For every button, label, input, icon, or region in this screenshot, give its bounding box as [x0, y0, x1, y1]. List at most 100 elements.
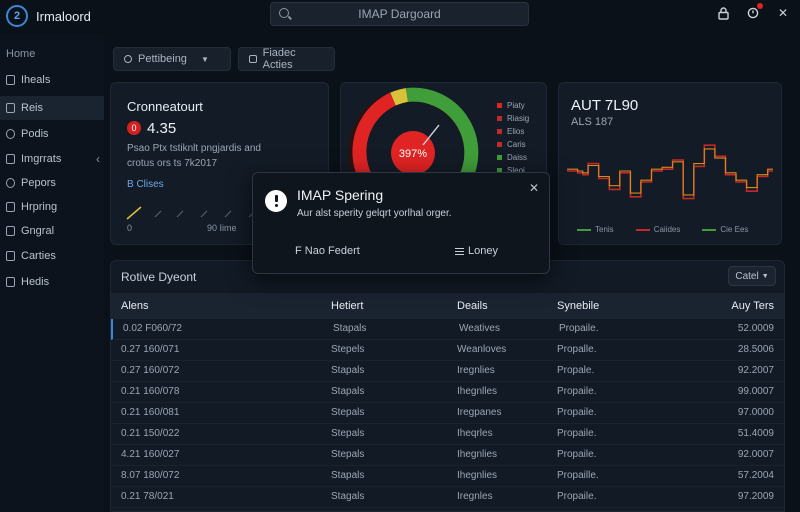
table-cell: 0.27 160/072 — [121, 365, 180, 376]
sidebar-item-reis[interactable]: Reis — [0, 96, 104, 120]
lock-icon[interactable] — [716, 6, 730, 20]
table-row[interactable]: 8.07 180/072 Stapals Ihegnlies Propaille. 57… — [111, 466, 784, 487]
sidebar-item-carties[interactable]: Carties — [0, 244, 104, 268]
legend-label: Riasig — [507, 114, 530, 123]
table-row[interactable]: 0.21 160/081 Stepals Iregpanes Propaile. 97.… — [111, 403, 784, 424]
sidebar-item-podis[interactable]: Podis — [0, 122, 104, 146]
search-box[interactable] — [270, 2, 529, 26]
legend-item: Tenis — [577, 225, 614, 234]
data-table-panel: Rotive Dyeont Catel ▼ Alens Hetiert Deail… — [110, 260, 785, 512]
legend-item: Elios — [497, 125, 529, 138]
sidebar-item-label: Gngral — [21, 225, 55, 237]
table-row[interactable]: 0.27 160/071 Stepels Weanloves Propalle. 28.… — [111, 340, 784, 361]
sidebar-item-gngral[interactable]: Gngral — [0, 219, 104, 243]
dialog-primary-button[interactable]: F Nao Federt — [295, 245, 360, 257]
sparkline-mark — [154, 210, 162, 218]
calendar-icon — [249, 55, 257, 63]
column-header[interactable]: Synebile — [557, 300, 600, 312]
gauge-center — [391, 131, 435, 175]
gauge-needle — [422, 124, 440, 146]
column-header[interactable]: Hetiert — [331, 300, 364, 312]
table-cell: Ihegnlies — [457, 470, 498, 481]
table-cell: Iregpanes — [457, 407, 502, 418]
settings-icon — [6, 226, 15, 236]
table-cell: 97.0000 — [737, 407, 774, 418]
sidebar-item-pepors[interactable]: Pepors — [0, 171, 104, 195]
legend-swatch — [635, 228, 650, 231]
filter-label: Pettibeing — [138, 53, 187, 65]
table-cell: Stapals — [331, 365, 365, 376]
table-cell: Weanloves — [457, 344, 507, 355]
table-cell: 52.0009 — [737, 323, 774, 334]
legend-item: Sleoi — [497, 164, 529, 177]
table-cell: Weatives — [459, 323, 500, 334]
legend-item: Daiss — [497, 151, 529, 164]
table-cell: Stapals — [331, 386, 365, 397]
legend-label: Piaty — [507, 101, 525, 110]
table-row[interactable]: 0.21 150/022 Stepals Iheqrles Propaile. 51.4… — [111, 424, 784, 445]
table-action-button[interactable]: Catel ▼ — [728, 266, 776, 286]
table-cell: Stepals — [331, 449, 365, 460]
alert-badge-icon: 0 — [127, 121, 141, 135]
card-title: Cronneatourt — [127, 99, 203, 114]
filter-actions-button[interactable]: Fiadec Acties — [238, 47, 335, 71]
legend-item: Caiides — [635, 225, 680, 234]
sidebar-item-hedis[interactable]: Hedis — [0, 270, 104, 294]
sparkline-mark — [224, 210, 232, 218]
sidebar-item-hrpring[interactable]: Hrpring — [0, 195, 104, 219]
sidebar: Home Iheals Reis Podis Imgrrats ‹ Pepors… — [0, 34, 104, 512]
top-icons: ✕ — [716, 3, 790, 20]
brand[interactable]: 2 Irmaloord — [6, 5, 91, 27]
table-cell: Propaille. — [557, 470, 599, 481]
column-header[interactable]: Deails — [457, 300, 488, 312]
table-cell: 99.0007 — [737, 386, 774, 397]
filter-label: Fiadec Acties — [262, 47, 296, 71]
sidebar-item-label: Carties — [21, 250, 56, 262]
sidebar-item-iheals[interactable]: Iheals — [0, 68, 104, 92]
bell-icon[interactable] — [746, 3, 763, 20]
chevron-left-icon[interactable]: ‹ — [96, 152, 100, 166]
table-row[interactable]: 0.02 F060/72 Stapals Weatives Propaile. 52.0… — [111, 319, 784, 340]
table-cell: Stagals — [331, 491, 365, 502]
dialog-secondary-button[interactable]: Loney — [455, 245, 498, 257]
table-title: Rotive Dyeont — [121, 270, 197, 284]
table-row[interactable]: 4.21 160/027 Stepals Ihegnlies Propaile. 92.… — [111, 445, 784, 466]
help-icon — [6, 277, 15, 287]
table-row[interactable]: 0.21 160/078 Stapals Ihegnlles Propaile. 99.… — [111, 382, 784, 403]
legend-item: Piaty — [497, 99, 529, 112]
table-cell: Ihegnlies — [457, 449, 498, 460]
search-input[interactable] — [271, 3, 528, 25]
table-cell: 97.2009 — [737, 491, 774, 502]
table-cell: 51.4009 — [737, 428, 774, 439]
sidebar-item-label: Podis — [21, 128, 49, 140]
column-header[interactable]: Alens — [121, 300, 149, 312]
table-cell: 0.21 78/021 — [121, 491, 174, 502]
table-cell: 0.21 160/078 — [121, 386, 180, 397]
table-cell: Stapals — [331, 470, 365, 481]
alert-icon — [265, 190, 287, 212]
sidebar-item-imgrrats[interactable]: Imgrrats — [0, 147, 104, 171]
app-title: Irmaloord — [36, 8, 91, 24]
card-link[interactable]: B Clises — [127, 179, 164, 190]
line-chart-card: AUT 7L90 ALS 187 Tenis Caiides Cie Ees — [558, 82, 782, 245]
table-cell: Ihegnlles — [457, 386, 498, 397]
sparkline-mark — [126, 206, 142, 220]
table-cell: 0.27 160/071 — [121, 344, 180, 355]
filter-dropdown[interactable]: Pettibeing ▼ — [113, 47, 231, 71]
gauge-value-label: 397% — [399, 148, 427, 160]
series-line — [567, 148, 773, 196]
sparkline-mark — [176, 210, 184, 218]
close-icon[interactable]: ✕ — [528, 181, 539, 195]
card-description: Psao Ptx tstiknlt pngjardis and crotus o… — [127, 143, 261, 169]
close-icon[interactable]: ✕ — [777, 6, 789, 20]
brand-logo-icon: 2 — [6, 5, 28, 27]
table-row[interactable]: 0.27 160/072 Stapals Iregnlies Propale. 92.2… — [111, 361, 784, 382]
table-row[interactable]: 0.21 78/021 Stagals Iregnles Propaile. 97.20… — [111, 487, 784, 508]
tag-icon — [6, 154, 15, 164]
legend-label: Caris — [507, 140, 526, 149]
folder-icon — [6, 202, 15, 212]
dialog: IMAP Spering Aur alst sperity gelqrt yor… — [252, 172, 550, 274]
column-header[interactable]: Auy Ters — [731, 300, 774, 312]
table-cell: 0.02 F060/72 — [123, 323, 182, 334]
table-cell: 4.21 160/027 — [121, 449, 180, 460]
